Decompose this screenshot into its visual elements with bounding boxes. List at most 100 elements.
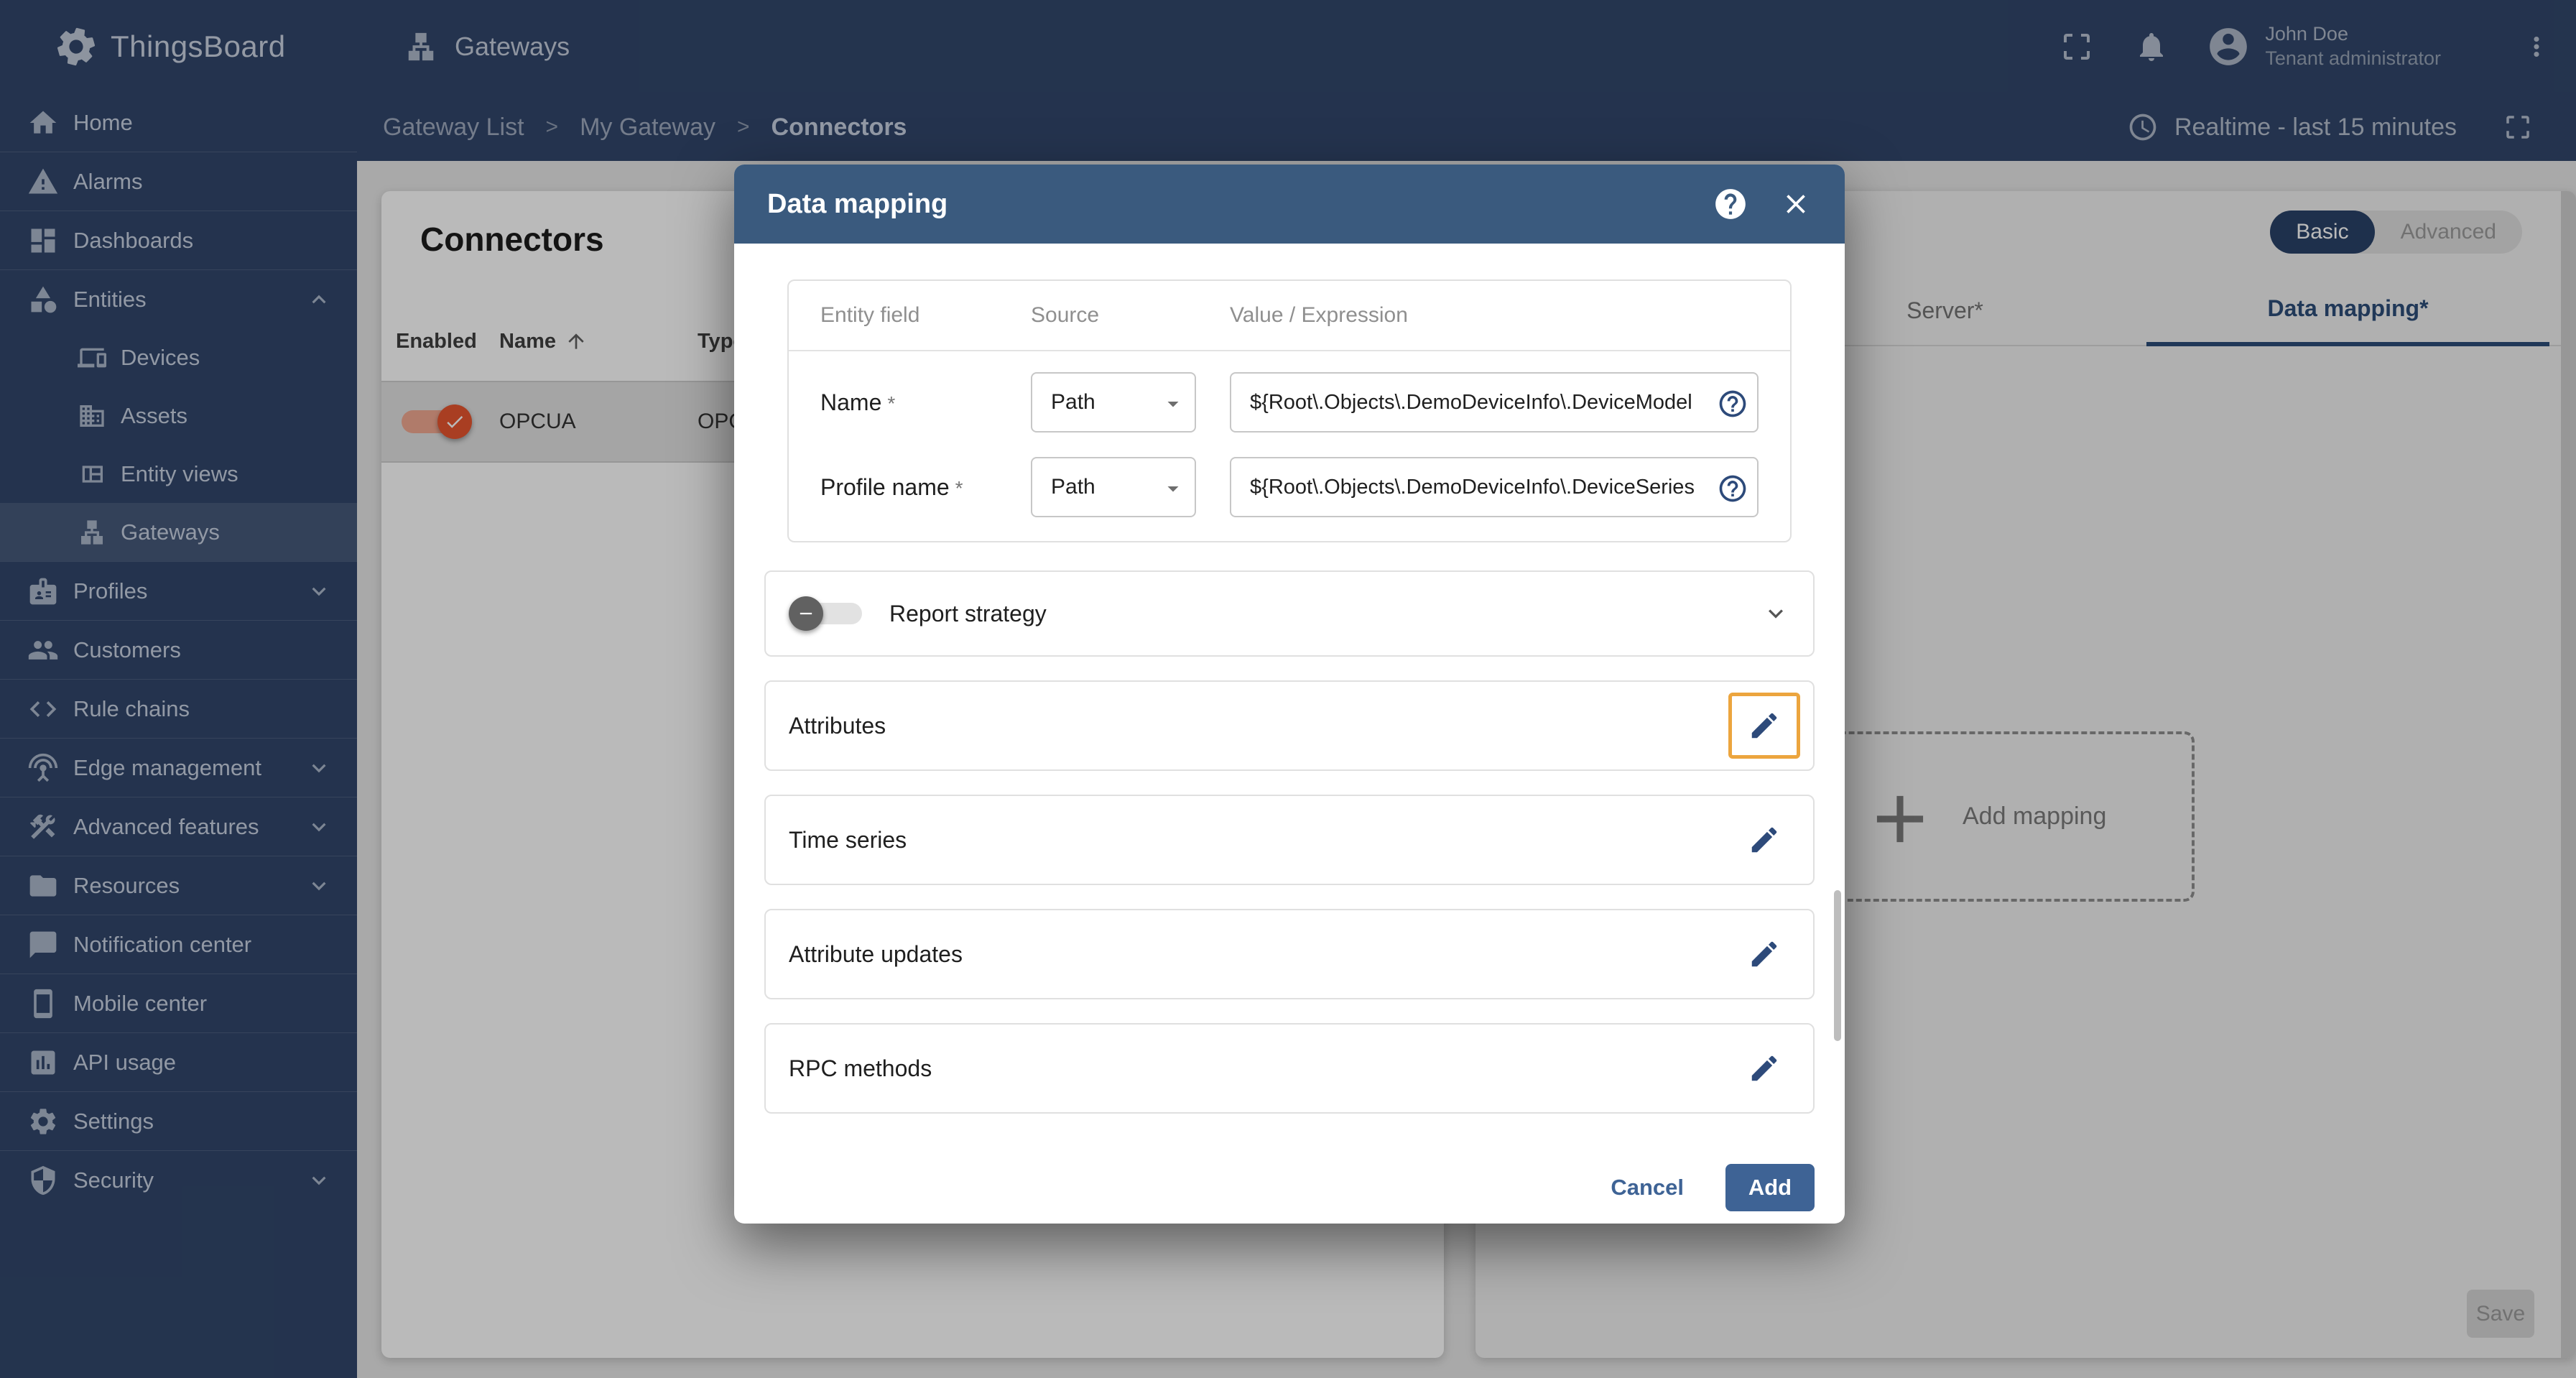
breadcrumb-separator: > — [545, 115, 559, 139]
entities-icon — [27, 284, 59, 315]
sidebar-item-settings[interactable]: Settings — [0, 1092, 357, 1150]
source-select-name[interactable]: Path — [1031, 372, 1196, 433]
sidebar-nav: Home Alarms Dashboards Entities Devices … — [0, 93, 357, 1378]
phone-icon — [27, 988, 59, 1019]
field-row-name: Name * Path ${Root\.Objects\.DemoDeviceIn… — [820, 363, 1759, 442]
required-asterisk: * — [955, 476, 963, 499]
sidebar-item-home[interactable]: Home — [0, 93, 357, 152]
sort-ascending-icon — [565, 330, 588, 353]
header-entity-field: Entity field — [820, 303, 920, 327]
user-name: John Doe — [2265, 23, 2348, 45]
sidebar-item-advanced-features[interactable]: Advanced features — [0, 797, 357, 856]
profiles-icon — [27, 575, 59, 607]
dashboard-fullscreen-button[interactable] — [2503, 112, 2533, 142]
sidebar-divider — [0, 1150, 357, 1151]
top-bar: ThingsBoard Gateways John Doe Tenant adm… — [0, 0, 2576, 93]
help-circle-icon[interactable] — [1717, 388, 1748, 420]
sidebar-item-devices[interactable]: Devices — [0, 328, 357, 387]
column-enabled: Enabled — [396, 329, 477, 353]
sidebar-item-customers[interactable]: Customers — [0, 621, 357, 679]
toggle-knob — [437, 404, 472, 439]
sidebar-item-rule-chains[interactable]: Rule chains — [0, 680, 357, 738]
sidebar-item-profiles[interactable]: Profiles — [0, 562, 357, 620]
sidebar-item-gateways[interactable]: Gateways — [0, 503, 357, 561]
bell-icon — [2134, 29, 2169, 64]
sidebar-item-notification-center[interactable]: Notification center — [0, 915, 357, 974]
dialog-body: Entity field Source Value / Expression N… — [734, 279, 1845, 1211]
sidebar-item-api-usage[interactable]: API usage — [0, 1033, 357, 1091]
focused-edit-outline — [1728, 693, 1800, 759]
cancel-button[interactable]: Cancel — [1606, 1174, 1688, 1201]
chevron-down-icon[interactable] — [1761, 599, 1790, 628]
customers-icon — [27, 634, 59, 666]
sidebar-item-dashboards[interactable]: Dashboards — [0, 211, 357, 269]
more-options-button[interactable] — [2521, 32, 2552, 62]
panel-scrollbar[interactable] — [2561, 191, 2576, 1358]
clock-icon — [2127, 111, 2159, 143]
dropdown-arrow-icon — [1160, 391, 1186, 417]
help-circle-icon[interactable] — [1717, 473, 1748, 504]
breadcrumb-gateway-list[interactable]: Gateway List — [383, 113, 524, 141]
dialog-help-button[interactable] — [1713, 186, 1748, 222]
tab-server[interactable]: Server* — [1906, 297, 1983, 323]
edit-rpc-methods-button[interactable] — [1738, 1042, 1790, 1094]
sidebar-divider — [0, 269, 357, 270]
dialog-title: Data mapping — [767, 188, 948, 219]
dialog-close-button[interactable] — [1748, 188, 1812, 220]
report-strategy-toggle[interactable] — [789, 592, 869, 635]
field-label-name: Name — [820, 389, 882, 415]
breadcrumb-my-gateway[interactable]: My Gateway — [580, 113, 716, 141]
rpc-methods-card: RPC methods — [764, 1023, 1815, 1114]
topbar-actions: John Doe Tenant administrator — [2060, 22, 2576, 71]
chevron-down-icon — [305, 754, 333, 782]
tab-data-mapping[interactable]: Data mapping* — [2146, 275, 2549, 346]
value-expression-input-name[interactable]: ${Root\.Objects\.DemoDeviceInfo\.DeviceM… — [1230, 372, 1759, 433]
shield-icon — [27, 1165, 59, 1196]
avatar-icon — [2206, 24, 2251, 69]
more-vert-icon — [2521, 32, 2552, 62]
chevron-up-icon — [305, 286, 333, 313]
edit-time-series-button[interactable] — [1738, 814, 1790, 866]
fullscreen-button[interactable] — [2060, 29, 2094, 64]
timewindow-control[interactable]: Realtime - last 15 minutes — [2127, 111, 2457, 143]
sidebar-item-alarms[interactable]: Alarms — [0, 152, 357, 211]
source-select-profile-name[interactable]: Path — [1031, 457, 1196, 517]
chevron-down-icon — [305, 813, 333, 841]
sidebar-item-mobile-center[interactable]: Mobile center — [0, 974, 357, 1032]
sidebar-item-resources[interactable]: Resources — [0, 856, 357, 915]
notifications-button[interactable] — [2134, 29, 2169, 64]
user-menu[interactable]: John Doe Tenant administrator — [2206, 22, 2441, 71]
edit-attribute-updates-button[interactable] — [1738, 928, 1790, 980]
pencil-icon — [1748, 823, 1781, 856]
entity-views-icon — [78, 460, 106, 489]
connector-enabled-toggle[interactable] — [396, 404, 476, 439]
sidebar-divider — [0, 620, 357, 621]
fullscreen-icon — [2503, 112, 2533, 142]
entity-fields-card: Entity field Source Value / Expression N… — [787, 279, 1792, 542]
sidebar-item-assets[interactable]: Assets — [0, 387, 357, 445]
sidebar-item-security[interactable]: Security — [0, 1151, 357, 1209]
sidebar-item-entity-views[interactable]: Entity views — [0, 445, 357, 503]
add-button[interactable]: Add — [1725, 1164, 1815, 1211]
dialog-actions: Cancel Add — [764, 1164, 1815, 1211]
report-strategy-card: Report strategy — [764, 570, 1815, 657]
rpc-methods-label: RPC methods — [789, 1055, 932, 1081]
mode-advanced-button[interactable]: Advanced — [2400, 220, 2496, 244]
thingsboard-logo[interactable]: ThingsBoard — [0, 24, 357, 70]
sidebar-divider — [0, 561, 357, 562]
minus-icon — [796, 604, 816, 624]
dialog-scrollbar-thumb[interactable] — [1834, 890, 1841, 1041]
config-tabs: Server* Data mapping* — [1475, 275, 2576, 346]
column-name-sortable[interactable]: Name — [499, 330, 698, 353]
data-mapping-dialog: Data mapping Entity field Source Value /… — [734, 165, 1845, 1224]
breadcrumb-connectors: Connectors — [771, 113, 907, 141]
gateways-icon — [78, 518, 106, 547]
chevron-down-icon — [305, 578, 333, 605]
edit-attributes-button[interactable] — [1738, 700, 1790, 752]
save-button[interactable]: Save — [2467, 1290, 2534, 1338]
value-expression-input-profile-name[interactable]: ${Root\.Objects\.DemoDeviceInfo\.DeviceS… — [1230, 457, 1759, 517]
mode-basic-button[interactable]: Basic — [2270, 211, 2375, 254]
sidebar-item-edge-management[interactable]: Edge management — [0, 739, 357, 797]
sidebar-item-entities[interactable]: Entities — [0, 270, 357, 328]
